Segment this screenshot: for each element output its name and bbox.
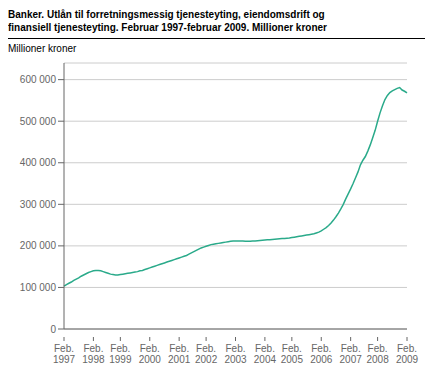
svg-text:Feb.2003: Feb.2003 [224, 343, 247, 365]
svg-text:Feb.1997: Feb.1997 [53, 343, 76, 365]
svg-text:Feb.2005: Feb.2005 [281, 343, 304, 365]
svg-text:Feb.1998: Feb.1998 [82, 343, 105, 365]
svg-text:0: 0 [50, 324, 56, 335]
svg-text:Feb.2006: Feb.2006 [310, 343, 333, 365]
svg-text:600 000: 600 000 [20, 74, 57, 85]
html-text:finansiell tjenesteyting. Febr: finansiell tjenesteyting. Februar 1997-f… [8, 22, 327, 33]
svg-text:100 000: 100 000 [20, 282, 57, 293]
html-text:Banker. Utlån til forretningsm: Banker. Utlån til forretningsmessig tjen… [8, 9, 325, 20]
svg-text:Feb.2007: Feb.2007 [340, 343, 363, 365]
svg-text:Feb.2002: Feb.2002 [195, 343, 218, 365]
html-text:Millioner kroner: Millioner kroner [8, 43, 77, 54]
svg-text:Feb.2009: Feb.2009 [396, 343, 419, 365]
svg-text:300 000: 300 000 [20, 199, 57, 210]
svg-text:Feb.2001: Feb.2001 [168, 343, 191, 365]
svg-text:Feb.1999: Feb.1999 [109, 343, 132, 365]
svg-text:Feb.2004: Feb.2004 [254, 343, 277, 365]
svg-text:Feb.2000: Feb.2000 [139, 343, 162, 365]
svg-text:500 000: 500 000 [20, 116, 57, 127]
svg-text:200 000: 200 000 [20, 240, 57, 251]
svg-text:Feb.2008: Feb.2008 [366, 343, 389, 365]
svg-text:400 000: 400 000 [20, 157, 57, 168]
